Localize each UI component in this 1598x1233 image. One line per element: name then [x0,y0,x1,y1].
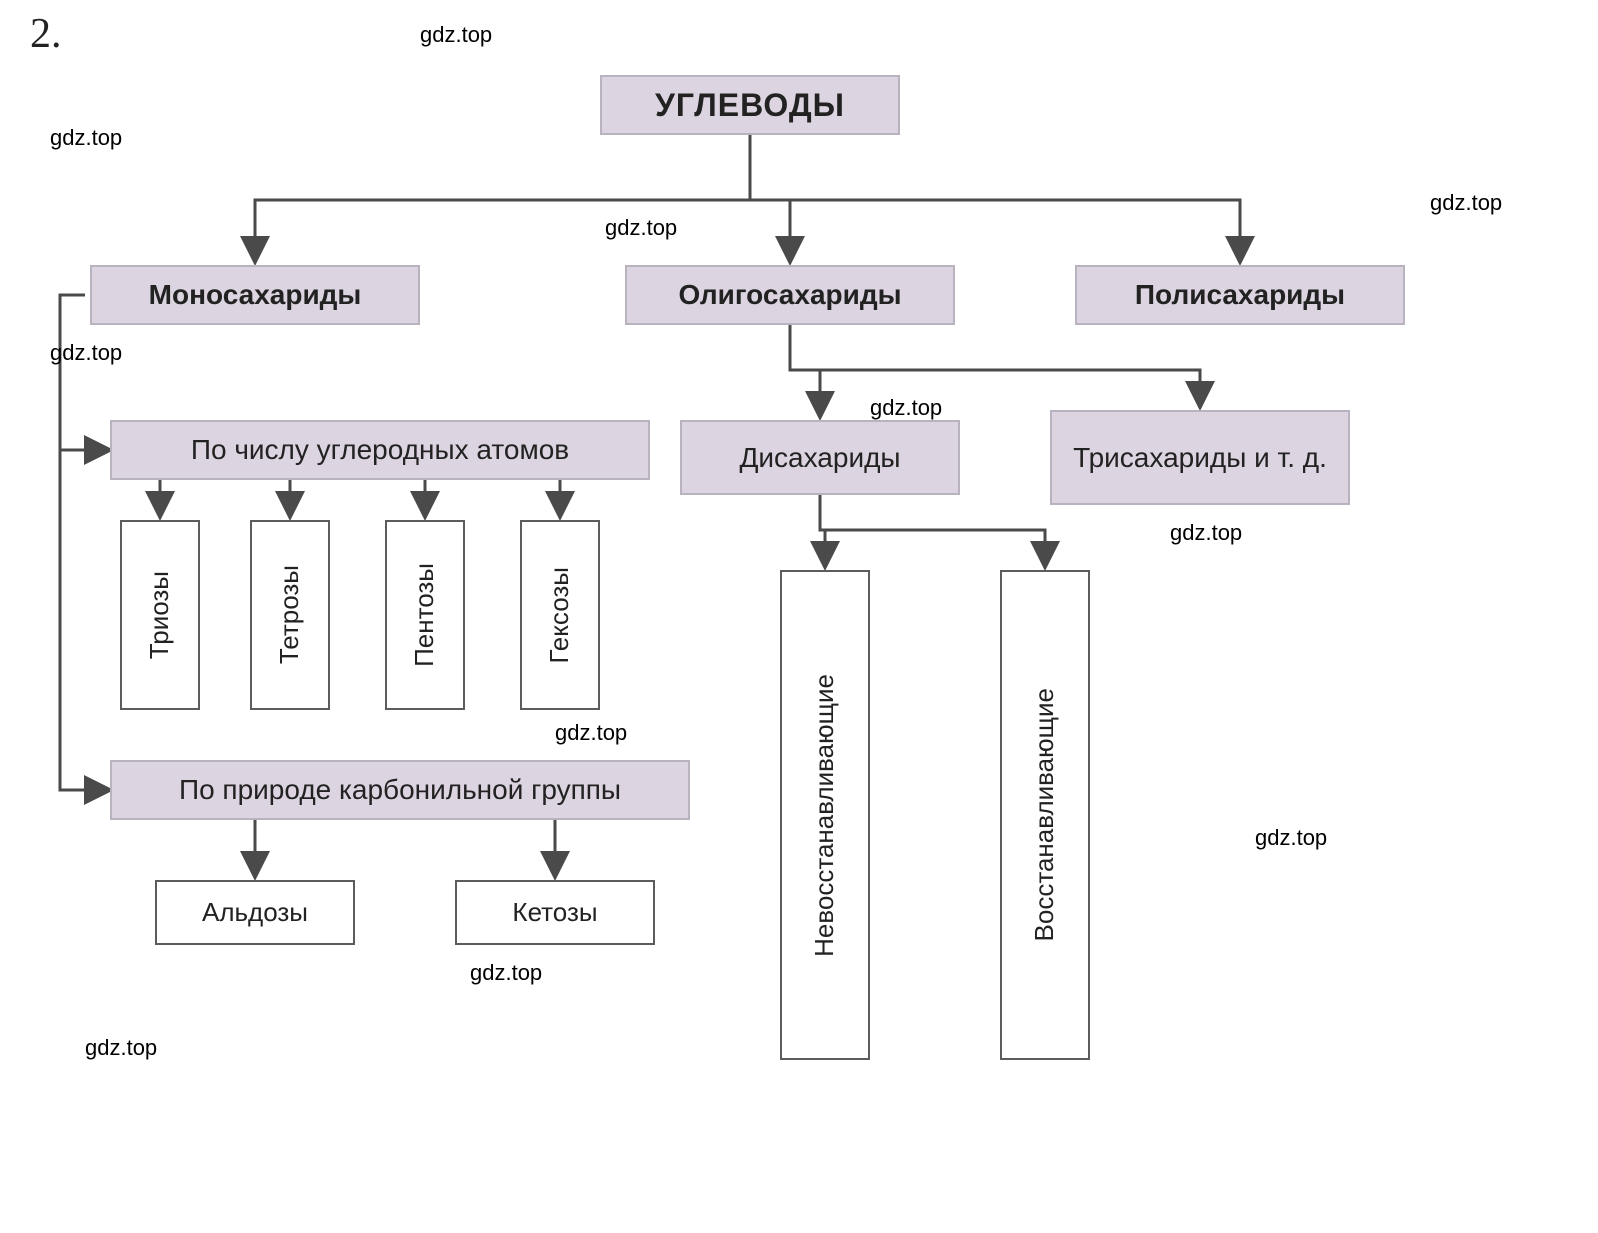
watermark-text: gdz.top [605,215,677,241]
aldozy-node: Альдозы [155,880,355,945]
watermark-text: gdz.top [1255,825,1327,851]
oligo-node: Олигосахариды [625,265,955,325]
watermark-text: gdz.top [470,960,542,986]
watermark-text: gdz.top [555,720,627,746]
figure-number: 2. [30,10,62,58]
arrow [820,495,1045,565]
tetrozy-node: Тетрозы [250,520,330,710]
arrow [820,495,825,565]
watermark-text: gdz.top [870,395,942,421]
mono-node: Моносахариды [90,265,420,325]
watermark-text: gdz.top [50,125,122,151]
arrow [750,135,1240,260]
diagram-canvas: 2. УГЛЕВОДЫ Моносахариды Олигосахариды П… [0,0,1598,1233]
pentozy-node: Пентозы [385,520,465,710]
watermark-text: gdz.top [1170,520,1242,546]
arrow [255,135,750,260]
ketozy-node: Кетозы [455,880,655,945]
trisacch-node: Трисахариды и т. д. [1050,410,1350,505]
arrow [790,325,1200,405]
watermark-text: gdz.top [50,340,122,366]
poly-node: Полисахариды [1075,265,1405,325]
arrow [60,295,108,790]
arrow [790,325,820,415]
triozy-node: Триозы [120,520,200,710]
disacch-node: Дисахариды [680,420,960,495]
nonreducing-node: Невосстанавливающие [780,570,870,1060]
by-carbonyl-node: По природе карбонильной группы [110,760,690,820]
reducing-node: Восстанавливающие [1000,570,1090,1060]
watermark-text: gdz.top [85,1035,157,1061]
root-node: УГЛЕВОДЫ [600,75,900,135]
by-atoms-node: По числу углеродных атомов [110,420,650,480]
watermark-text: gdz.top [1430,190,1502,216]
arrow [750,135,790,260]
hexozy-node: Гексозы [520,520,600,710]
watermark-text: gdz.top [420,22,492,48]
